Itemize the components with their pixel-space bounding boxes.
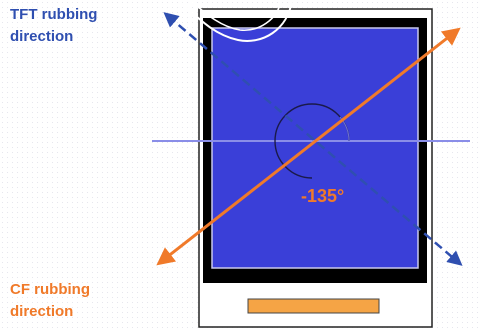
tft-label-line1: TFT rubbing <box>10 6 98 23</box>
display-active-area <box>211 27 419 269</box>
angle-value-label: -135° <box>301 186 345 206</box>
tft-label-line2: direction <box>10 28 74 45</box>
tft-rubbing-label: TFT rubbing direction <box>10 4 97 48</box>
cf-rubbing-direction-line <box>156 27 461 266</box>
cf-label-line2: direction <box>10 303 74 320</box>
cf-rubbing-label: CF rubbing direction <box>10 279 90 323</box>
cf-label-line1: CF rubbing <box>10 281 90 298</box>
connector-bar <box>247 298 380 314</box>
